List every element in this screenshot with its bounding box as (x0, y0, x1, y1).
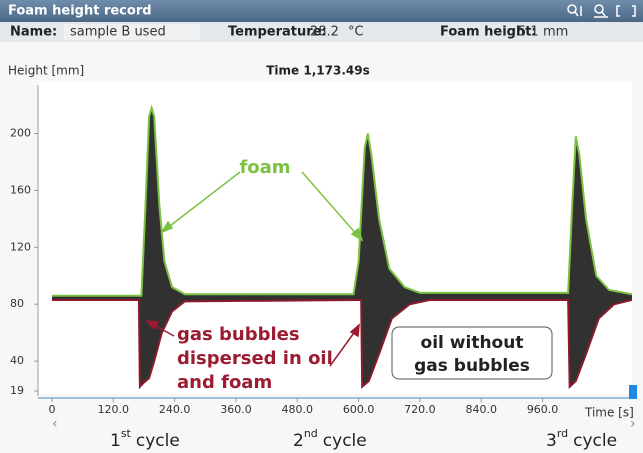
x-tick-label: 480.0 (282, 403, 314, 416)
temperature-value: 28.2 (310, 25, 339, 40)
series-line (52, 298, 633, 390)
cursor-time: Time 1,173.49s (266, 64, 369, 78)
series-line (52, 104, 633, 297)
oil-annotation: oil without (421, 333, 524, 353)
cycle-word: cycle (323, 431, 367, 451)
x-tick-label: 0 (49, 403, 56, 416)
y-tick-label: 80 (10, 297, 24, 310)
range-handle[interactable] (629, 385, 637, 399)
cycle-label: 3rd cycle (546, 427, 617, 451)
name-label: Name: (10, 25, 57, 40)
cycle-number: 1 (110, 431, 121, 451)
cycle-number: 3 (546, 431, 557, 451)
name-value: sample B used (70, 25, 166, 40)
x-tick-label: 720.0 (404, 403, 436, 416)
foam-value: 5.1 (518, 25, 539, 40)
x-tick-label: 960.0 (527, 403, 559, 416)
x-tick-label: 120.0 (98, 403, 130, 416)
oil-annotation: gas bubbles (414, 356, 530, 376)
gas-annotation: gas bubbles (177, 324, 300, 345)
foam-annotation: foam (239, 157, 290, 178)
foam-label: Foam height: (440, 25, 537, 40)
foam-fill (52, 107, 632, 387)
title-bar (0, 0, 643, 22)
x-axis-label: Time [s] (584, 406, 634, 420)
x-tick-label: 600.0 (343, 403, 375, 416)
cycle-suffix: rd (557, 427, 568, 440)
cycle-label: 2nd cycle (293, 427, 367, 451)
gas-annotation: and foam (177, 372, 272, 393)
y-tick-label: 160 (10, 183, 31, 196)
y-tick-label: 200 (10, 127, 31, 140)
cycle-number: 2 (293, 431, 304, 451)
temperature-label: Temperature: (228, 25, 327, 40)
y-tick-label: 19 (10, 384, 24, 397)
gas-annotation: dispersed in oil (177, 348, 333, 369)
cycle-word: cycle (136, 431, 180, 451)
cycle-word: cycle (573, 431, 617, 451)
scroll-right[interactable]: › (630, 416, 636, 432)
window-title: Foam height record (8, 4, 152, 19)
temperature-unit: °C (348, 25, 364, 40)
gas-arrows (145, 320, 360, 367)
name-field[interactable] (64, 24, 200, 40)
scroll-left[interactable]: ‹ (52, 416, 58, 432)
foam-unit: mm (543, 25, 568, 40)
foam-arrows (160, 171, 364, 242)
y-axis-label: Height [mm] (8, 64, 84, 78)
oil-annotation-box (391, 326, 553, 380)
x-tick-label: 240.0 (159, 403, 191, 416)
y-tick-label: 40 (10, 354, 24, 367)
y-tick-label: 120 (10, 240, 31, 253)
cycle-suffix: nd (304, 427, 318, 440)
x-tick-label: 360.0 (220, 403, 252, 416)
toolbar-icons[interactable] (567, 4, 636, 18)
cycle-suffix: st (121, 427, 132, 440)
x-tick-label: 840.0 (466, 403, 498, 416)
cycle-label: 1st cycle (110, 427, 180, 451)
